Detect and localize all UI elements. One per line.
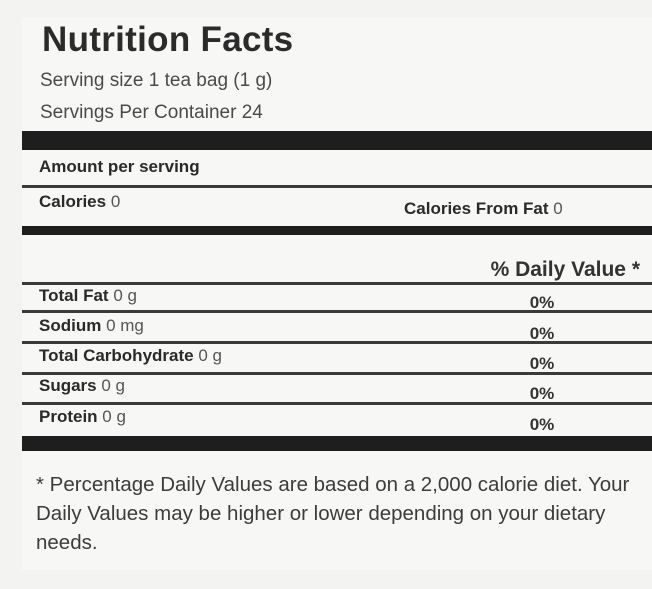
nutrition-label: Nutrition Facts Serving size 1 tea bag (…	[22, 18, 652, 570]
divider	[22, 310, 652, 313]
thick-divider-middle	[22, 226, 652, 235]
calories-from-fat-value: 0	[553, 199, 563, 218]
label-title: Nutrition Facts	[42, 20, 294, 59]
calories-value: 0	[110, 192, 121, 211]
serving-size: Serving size 1 tea bag (1 g)	[40, 70, 273, 91]
divider	[22, 282, 652, 285]
nutrient-row-total-fat: Total Fat 0 g	[39, 286, 137, 305]
calories-row: Calories 0	[39, 192, 120, 212]
daily-value-header: % Daily Value *	[490, 258, 640, 281]
nutrient-row-sodium: Sodium 0 mg	[39, 316, 144, 335]
nutrient-row-protein: Protein 0 g	[39, 407, 126, 426]
calories-label: Calories	[39, 192, 107, 211]
dv-total-carbohydrate: 0%	[529, 354, 555, 373]
nutrient-row-sugars: Sugars 0 g	[39, 376, 126, 395]
dv-sugars: 0%	[529, 384, 555, 403]
calories-from-fat-label: Calories From Fat	[404, 199, 549, 218]
dv-sodium: 0%	[529, 324, 555, 343]
thick-divider-top	[22, 131, 652, 150]
amount-per-serving: Amount per serving	[39, 157, 200, 176]
calories-from-fat-row: Calories From Fat 0	[404, 199, 563, 219]
divider	[22, 185, 652, 188]
divider	[22, 372, 652, 375]
divider	[22, 341, 652, 344]
divider	[22, 402, 652, 405]
footnote: * Percentage Daily Values are based on a…	[36, 473, 630, 554]
thick-divider-bottom	[22, 436, 652, 451]
nutrient-row-total-carbohydrate: Total Carbohydrate 0 g	[39, 346, 222, 365]
dv-total-fat: 0%	[529, 293, 555, 312]
dv-protein: 0%	[529, 415, 555, 434]
servings-per-container: Servings Per Container 24	[40, 102, 263, 123]
